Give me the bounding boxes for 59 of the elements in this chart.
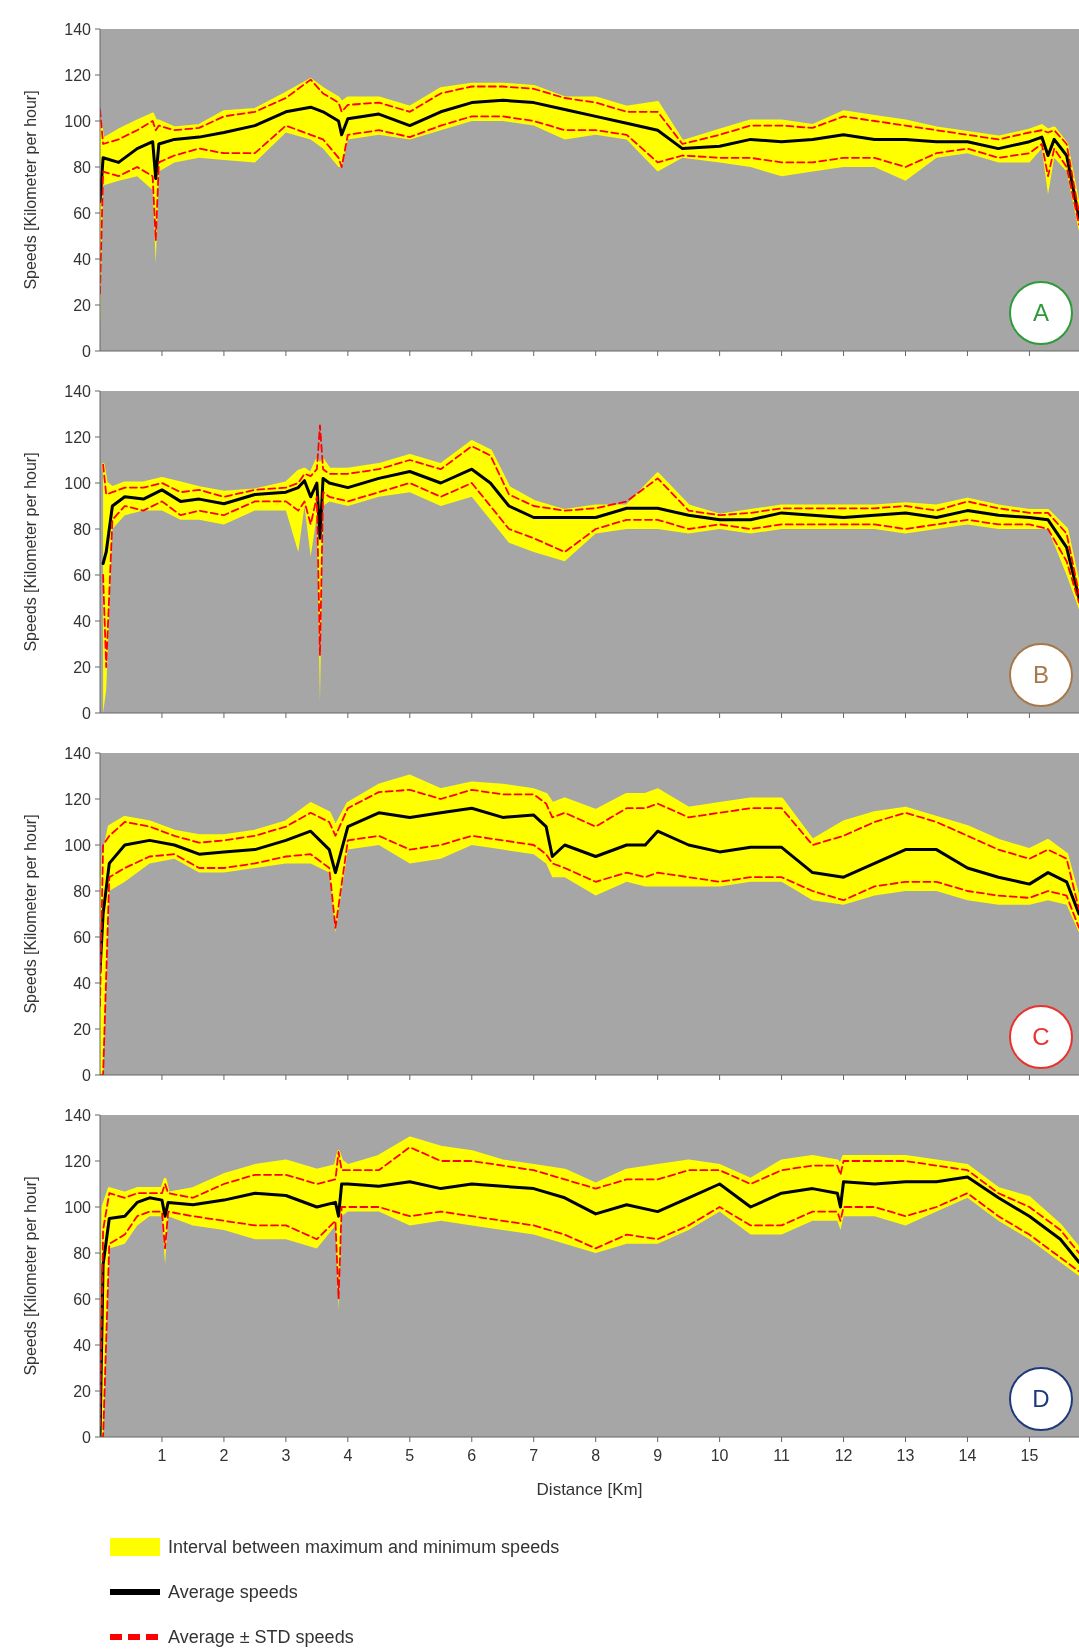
y-tick-label: 60: [73, 1290, 92, 1308]
y-tick-label: 100: [64, 836, 92, 854]
y-tick-label: 80: [73, 882, 92, 900]
annotation: D: [1032, 1385, 1050, 1413]
y-tick-label: 0: [82, 1428, 92, 1446]
legend-label: Interval between maximum and minimum speeds: [168, 1537, 560, 1558]
y-tick-label: 40: [73, 1336, 92, 1354]
y-tick-label: 120: [64, 428, 92, 446]
y-tick-label: 120: [64, 790, 92, 808]
y-tick-label: 140: [64, 1106, 92, 1124]
y-tick-label: 60: [73, 566, 92, 584]
y-tick-label: 0: [82, 342, 92, 360]
y-tick-label: 100: [64, 112, 92, 130]
y-tick-label: 80: [73, 520, 92, 538]
y-tick-label: 100: [64, 1198, 92, 1216]
y-tick-label: 0: [82, 704, 92, 722]
x-tick-label: 13: [896, 1447, 915, 1464]
x-tick-label: 11: [773, 1447, 790, 1464]
x-tick-label: 1: [157, 1447, 167, 1464]
y-tick-label: 40: [73, 612, 92, 630]
annotation: C: [1032, 1023, 1050, 1051]
y-tick-label: 20: [73, 1020, 92, 1038]
y-tick-label: 20: [73, 658, 92, 676]
x-tick-label: 2: [219, 1447, 229, 1464]
x-tick-label: 15: [1020, 1447, 1039, 1464]
y-tick-label: 20: [73, 296, 92, 314]
y-tick-label: 120: [64, 66, 92, 84]
y-tick-label: 100: [64, 474, 92, 492]
x-tick-label: 12: [834, 1447, 853, 1464]
y-tick-label: 20: [73, 1382, 92, 1400]
x-tick-label: 10: [710, 1447, 729, 1464]
y-tick-label: 120: [64, 1152, 92, 1170]
x-axis-title: Distance [Km]: [536, 1480, 643, 1499]
x-tick-label: 14: [958, 1447, 977, 1464]
y-axis-title: Speeds [Kilometer per hour]: [22, 1176, 39, 1376]
x-tick-label: 8: [591, 1447, 601, 1464]
y-axis-title: Speeds [Kilometer per hour]: [22, 814, 39, 1014]
annotation: B: [1032, 661, 1050, 689]
y-tick-label: 80: [73, 1244, 92, 1262]
y-tick-label: 80: [73, 158, 92, 176]
y-tick-label: 60: [73, 928, 92, 946]
x-tick-label: 6: [467, 1447, 477, 1464]
y-tick-label: 140: [64, 20, 92, 38]
y-tick-label: 60: [73, 204, 92, 222]
legend-label: Average speeds: [168, 1582, 298, 1603]
y-tick-label: 140: [64, 744, 92, 762]
x-tick-label: 7: [529, 1447, 539, 1464]
y-axis-title: Speeds [Kilometer per hour]: [22, 452, 39, 652]
y-tick-label: 40: [73, 974, 92, 992]
x-tick-label: 3: [281, 1447, 291, 1464]
x-tick-label: 5: [405, 1447, 415, 1464]
x-tick-label: 4: [343, 1447, 353, 1464]
annotation: A: [1032, 299, 1050, 327]
y-tick-label: 0: [82, 1066, 92, 1084]
y-tick-label: 40: [73, 250, 92, 268]
legend-label: Average ± STD speeds: [168, 1627, 354, 1648]
y-tick-label: 140: [64, 382, 92, 400]
x-tick-label: 9: [653, 1447, 663, 1464]
y-axis-title: Speeds [Kilometer per hour]: [22, 90, 39, 290]
